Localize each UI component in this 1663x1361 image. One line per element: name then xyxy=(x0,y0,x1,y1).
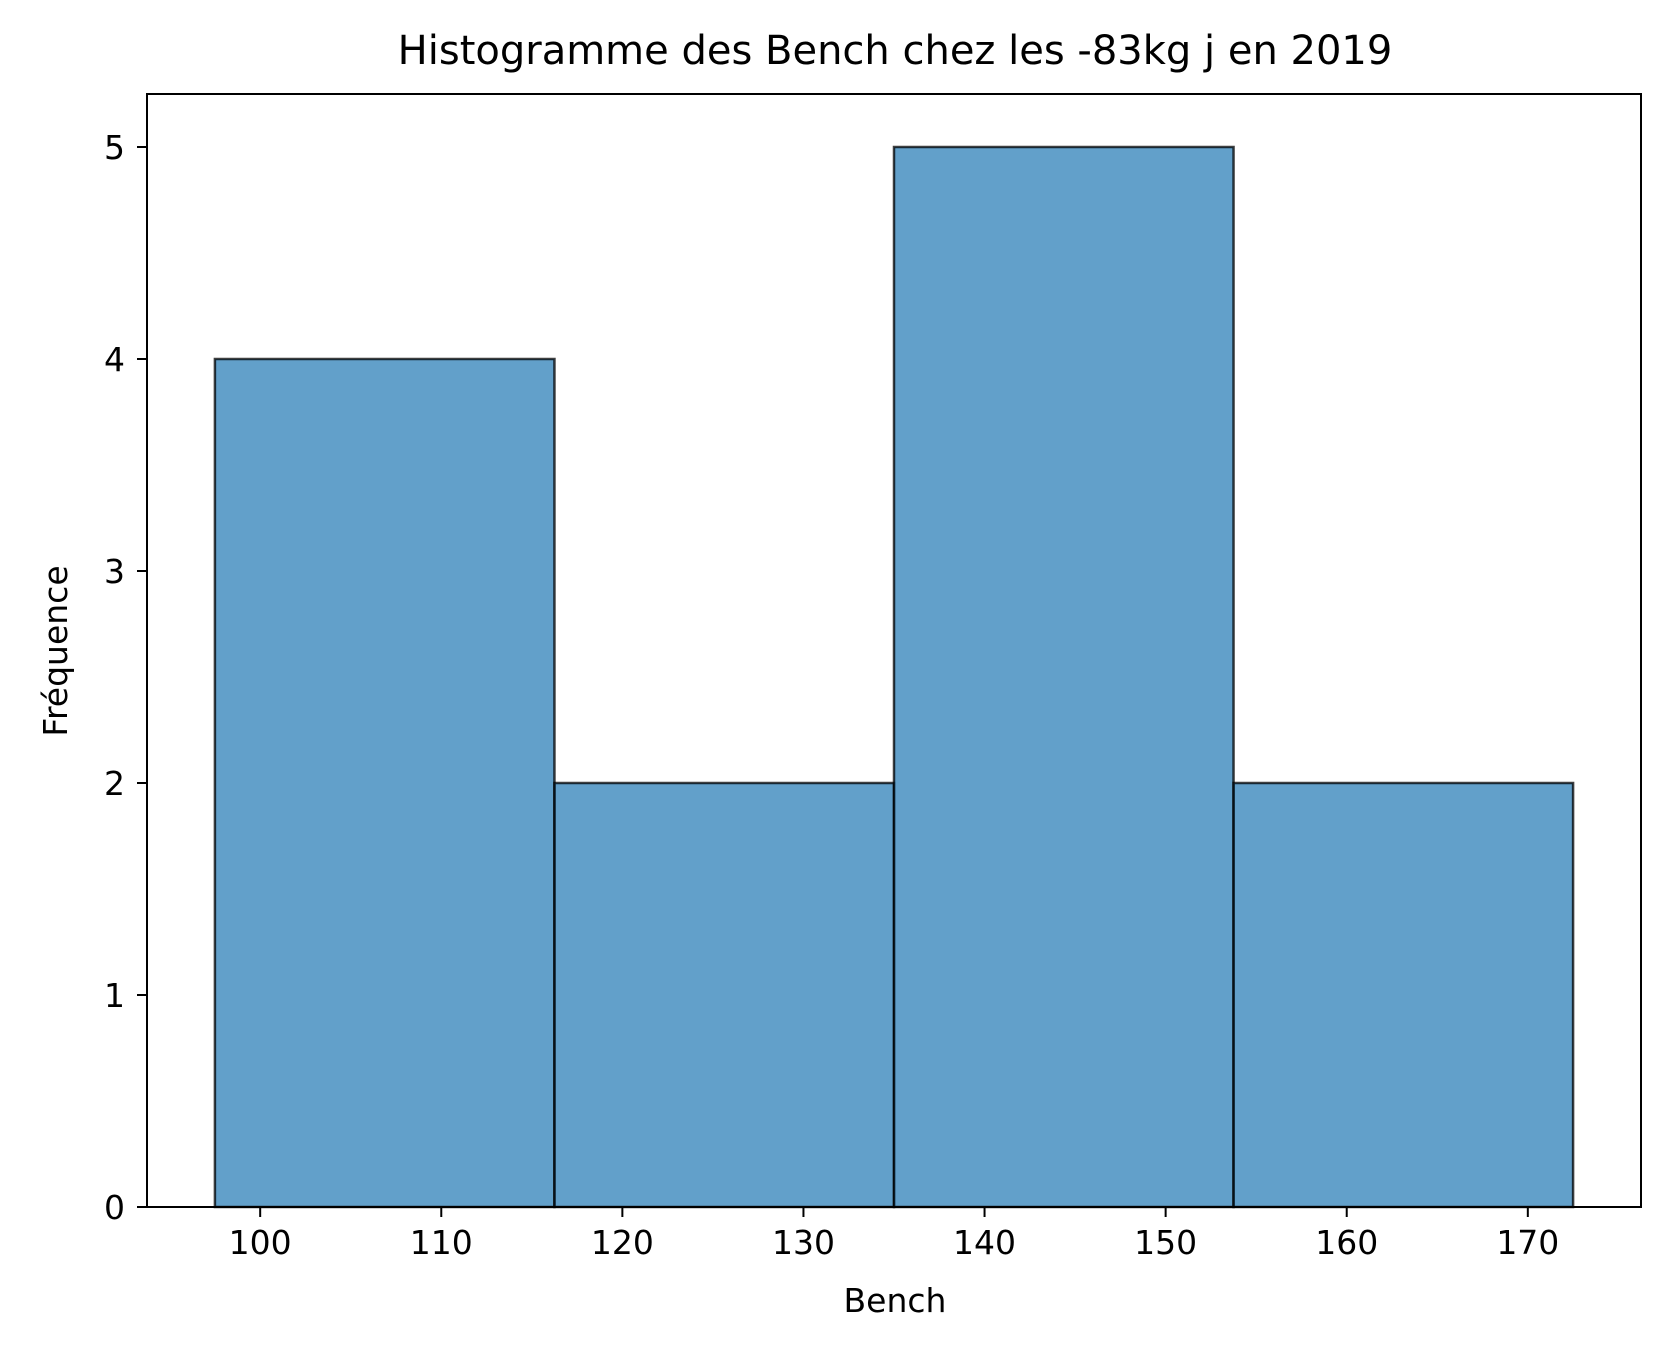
x-axis-ticks: 100 110 120 130 140 150 160 170 xyxy=(229,1207,1559,1262)
x-tick-label: 110 xyxy=(410,1223,473,1262)
y-axis-ticks: 0 1 2 3 4 5 xyxy=(104,128,147,1227)
x-tick-label: 120 xyxy=(591,1223,654,1262)
histogram-bar-4 xyxy=(1232,781,1575,1209)
histogram-bar-3 xyxy=(892,145,1235,1209)
y-tick-label: 5 xyxy=(104,128,125,167)
y-tick-label: 1 xyxy=(104,976,125,1015)
chart-title: Histogramme des Bench chez les -83kg j e… xyxy=(398,28,1393,74)
y-tick-label: 0 xyxy=(104,1188,125,1227)
x-tick-label: 150 xyxy=(1134,1223,1197,1262)
histogram-bar-2 xyxy=(553,781,896,1209)
x-tick-label: 160 xyxy=(1315,1223,1378,1262)
x-axis-label: Bench xyxy=(844,1281,947,1320)
x-tick-label: 100 xyxy=(229,1223,292,1262)
y-tick-label: 3 xyxy=(104,552,125,591)
x-tick-label: 140 xyxy=(953,1223,1016,1262)
plot-frame xyxy=(146,93,1642,1208)
bars-group xyxy=(213,145,1575,1209)
histogram-bar-1 xyxy=(213,357,556,1209)
y-axis-label: Fréquence xyxy=(36,565,75,736)
x-tick-label: 130 xyxy=(772,1223,835,1262)
y-tick-label: 2 xyxy=(104,764,125,803)
y-tick-label: 4 xyxy=(104,340,125,379)
x-tick-label: 170 xyxy=(1496,1223,1559,1262)
